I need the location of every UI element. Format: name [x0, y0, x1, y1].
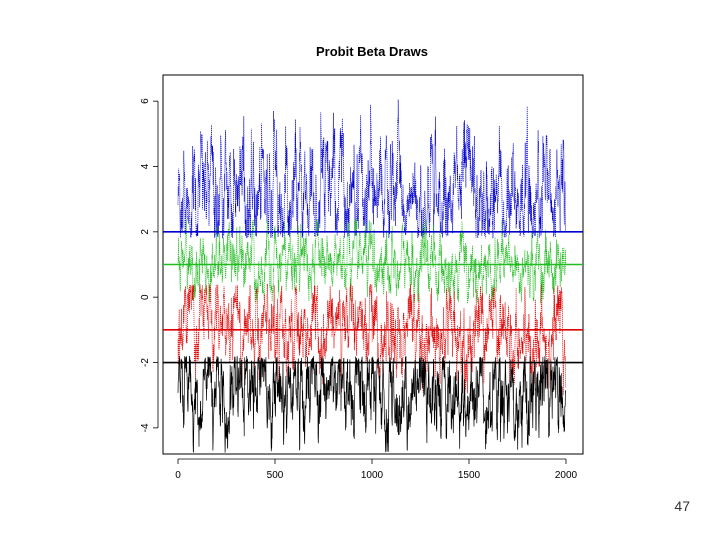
x-axis: 0 500 1000 1500 2000	[175, 458, 578, 481]
slide-page-number: 47	[674, 498, 690, 514]
y-tick-label: -4	[140, 423, 151, 432]
trace-series-1	[177, 99, 567, 239]
x-tick-label: 1500	[458, 470, 481, 481]
reference-lines	[163, 231, 583, 364]
chart-title: Probit Beta Draws	[316, 44, 428, 59]
y-axis: -4 -2 0 2 4 6	[140, 98, 159, 432]
y-tick-label: -2	[140, 358, 151, 367]
y-tick-label: 4	[140, 163, 151, 169]
x-tick-label: 1000	[361, 470, 384, 481]
y-tick-label: 0	[140, 294, 151, 300]
y-tick-label: 6	[140, 98, 151, 104]
trace-series-4	[177, 355, 567, 453]
y-tick-label: 2	[140, 229, 151, 235]
trace-series-group	[177, 99, 567, 453]
x-tick-label: 500	[267, 470, 284, 481]
trace-series-2	[177, 219, 567, 304]
x-tick-label: 0	[175, 470, 181, 481]
trace-series-3	[177, 283, 567, 396]
x-tick-label: 2000	[555, 470, 578, 481]
